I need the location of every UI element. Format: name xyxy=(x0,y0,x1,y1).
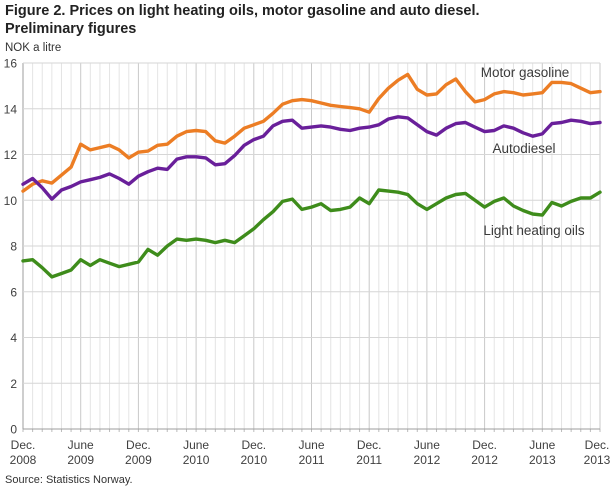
y-tick-label: 8 xyxy=(10,240,17,254)
vertical-gridlines xyxy=(22,63,601,432)
x-tick-label-year: 2010 xyxy=(240,453,267,467)
x-tick-label-month: Dec. xyxy=(11,438,36,452)
y-tick-label: 10 xyxy=(4,194,18,208)
y-axis-unit-label: NOK a litre xyxy=(5,42,62,54)
x-tick-label-year: 2013 xyxy=(584,453,610,467)
x-tick-label-year: 2011 xyxy=(356,453,382,467)
series-line-light-heating-oils xyxy=(21,188,602,279)
y-tick-label: 12 xyxy=(4,148,18,162)
series-label-motor-gasoline: Motor gasoline xyxy=(481,65,570,80)
x-tick-label-month: June xyxy=(183,438,209,452)
x-tick-label-month: June xyxy=(68,438,94,452)
x-tick-label-month: Dec. xyxy=(126,438,151,452)
x-tick-label-month: Dec. xyxy=(357,438,382,452)
x-tick-label-month: Dec. xyxy=(241,438,266,452)
x-tick-label-month: June xyxy=(414,438,440,452)
series-label-autodiesel: Autodiesel xyxy=(492,141,555,156)
figure-title-line1: Figure 2. Prices on light heating oils, … xyxy=(5,3,480,19)
x-tick-label-month: Dec. xyxy=(585,438,610,452)
y-tick-label: 6 xyxy=(10,285,17,299)
y-tick-label: 14 xyxy=(4,102,18,116)
y-tick-label: 2 xyxy=(10,377,17,391)
x-tick-label-month: June xyxy=(298,438,324,452)
x-tick-label-year: 2008 xyxy=(10,453,37,467)
x-tick-label-year: 2010 xyxy=(183,453,210,467)
x-tick-label-year: 2009 xyxy=(125,453,152,467)
figure-title: Figure 2. Prices on light heating oils, … xyxy=(5,3,607,38)
series-line-motor-gasoline xyxy=(21,72,602,193)
series-line-autodiesel xyxy=(21,115,602,201)
y-tick-label: 16 xyxy=(4,57,18,71)
y-tick-label: 4 xyxy=(10,331,17,345)
horizontal-gridlines xyxy=(23,62,600,430)
x-tick-label-year: 2011 xyxy=(299,453,325,467)
x-tick-label-month: June xyxy=(529,438,555,452)
series-label-light-heating-oils: Light heating oils xyxy=(483,223,585,238)
x-tick-label-year: 2012 xyxy=(414,453,441,467)
x-tick-label-year: 2013 xyxy=(529,453,556,467)
y-tick-label: 0 xyxy=(10,423,17,437)
x-tick-label-month: Dec. xyxy=(472,438,497,452)
source-note: Source: Statistics Norway. xyxy=(5,474,133,486)
x-tick-label-year: 2012 xyxy=(471,453,498,467)
figure-title-line2: Preliminary figures xyxy=(5,20,137,37)
x-tick-label-year: 2009 xyxy=(67,453,94,467)
